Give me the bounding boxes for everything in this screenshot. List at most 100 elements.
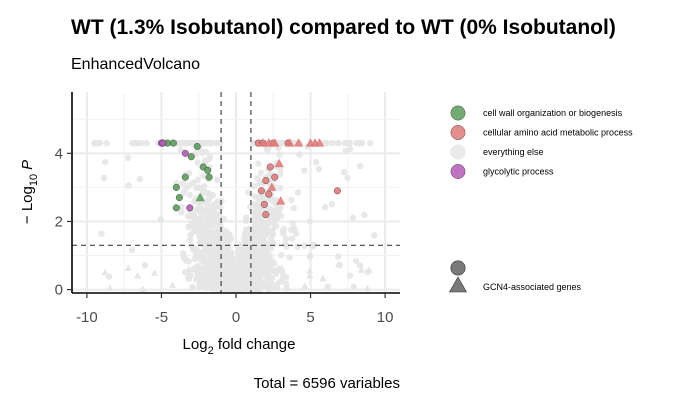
background-point: [219, 256, 226, 263]
background-point: [346, 145, 354, 153]
background-point: [272, 270, 280, 277]
background-point: [213, 261, 220, 268]
background-point: [209, 191, 217, 199]
background-point: [344, 174, 351, 182]
background-triangle: [365, 266, 373, 273]
background-triangle: [150, 269, 159, 276]
background-point: [98, 230, 105, 237]
background-point: [129, 139, 136, 147]
background-point: [280, 271, 287, 278]
background-triangle: [106, 284, 114, 291]
background-point: [254, 237, 261, 244]
background-point: [259, 249, 267, 256]
background-point: [225, 258, 233, 266]
background-point: [278, 251, 285, 259]
background-point: [141, 262, 149, 269]
point-aminoacid-triangle: [285, 138, 295, 147]
background-point: [239, 243, 246, 250]
legend-label-glyco: glycolytic process: [483, 167, 554, 177]
point-cellwall: [169, 139, 177, 147]
background-point: [290, 205, 297, 212]
background-triangle: [245, 284, 253, 291]
background-point: [324, 283, 331, 291]
background-point: [256, 286, 263, 293]
point-cellwall: [193, 143, 201, 151]
background-point: [264, 230, 271, 237]
background-point: [252, 219, 259, 227]
background-point: [100, 174, 108, 182]
background-point: [289, 235, 296, 242]
background-point: [210, 231, 217, 238]
background-point: [201, 220, 208, 227]
background-point: [185, 213, 193, 220]
plot-area: -10 -5 0 5 10 0 2 4: [55, 92, 400, 326]
background-triangle: [266, 263, 274, 270]
background-point: [186, 236, 194, 244]
point-aminoacid-triangle: [267, 182, 277, 191]
background-point: [224, 238, 231, 245]
background-point: [340, 169, 348, 176]
point-aminoacid-triangle: [293, 138, 304, 147]
point-aminoacid: [262, 211, 270, 219]
background-point: [367, 139, 374, 147]
background-point: [220, 215, 227, 222]
background-triangle: [334, 260, 342, 268]
background-point: [334, 253, 342, 260]
background-point: [306, 218, 314, 225]
background-points: [91, 139, 378, 293]
background-point: [216, 139, 224, 147]
background-point: [253, 244, 260, 252]
cutoff-lines: [72, 92, 400, 293]
background-point: [269, 231, 276, 238]
legend-key-else: [450, 144, 466, 160]
point-aminoacid: [260, 200, 268, 208]
background-point: [207, 139, 214, 147]
background-point: [257, 218, 265, 226]
background-point: [301, 167, 308, 174]
background-point: [190, 224, 197, 231]
y-tick-label: 2: [55, 213, 63, 230]
point-cellwall: [181, 173, 189, 181]
background-triangle: [184, 272, 192, 279]
background-point: [276, 171, 284, 178]
background-triangle: [306, 267, 314, 274]
point-cellwall: [204, 166, 212, 174]
background-point: [261, 239, 268, 247]
background-point: [264, 146, 271, 154]
background-point: [312, 159, 320, 166]
background-point: [125, 182, 132, 189]
background-triangle: [306, 272, 314, 279]
x-tick-label: -10: [76, 309, 98, 326]
background-point: [180, 250, 187, 257]
background-point: [245, 189, 252, 196]
background-point: [352, 257, 360, 265]
legend-label-gcn4: GCN4-associated genes: [483, 282, 582, 292]
point-aminoacid: [262, 177, 270, 185]
background-point: [252, 286, 259, 293]
background-point: [361, 211, 368, 219]
legend-key-cellwall: [450, 105, 466, 121]
background-point: [128, 246, 136, 254]
caption-total: Total = 6596 variables: [254, 375, 400, 392]
y-tick-label: 0: [55, 282, 63, 299]
legend-shape-circle: [450, 260, 466, 276]
background-triangle: [222, 282, 230, 289]
background-point: [287, 226, 295, 234]
background-point: [212, 204, 219, 211]
background-point: [329, 139, 336, 147]
background-point: [267, 284, 274, 291]
background-point: [190, 246, 197, 254]
background-point: [186, 191, 193, 199]
background-point: [185, 223, 192, 231]
chart-title: WT (1.3% Isobutanol) compared to WT (0% …: [71, 16, 616, 39]
background-point: [255, 160, 262, 167]
background-point: [214, 212, 221, 220]
background-point: [349, 214, 357, 221]
legend-label-else: everything else: [483, 147, 544, 157]
x-tick-label: 10: [377, 309, 394, 326]
background-point: [257, 278, 264, 285]
background-point: [200, 139, 207, 147]
background-point: [199, 149, 206, 157]
background-point: [269, 210, 276, 218]
background-point: [198, 255, 205, 263]
